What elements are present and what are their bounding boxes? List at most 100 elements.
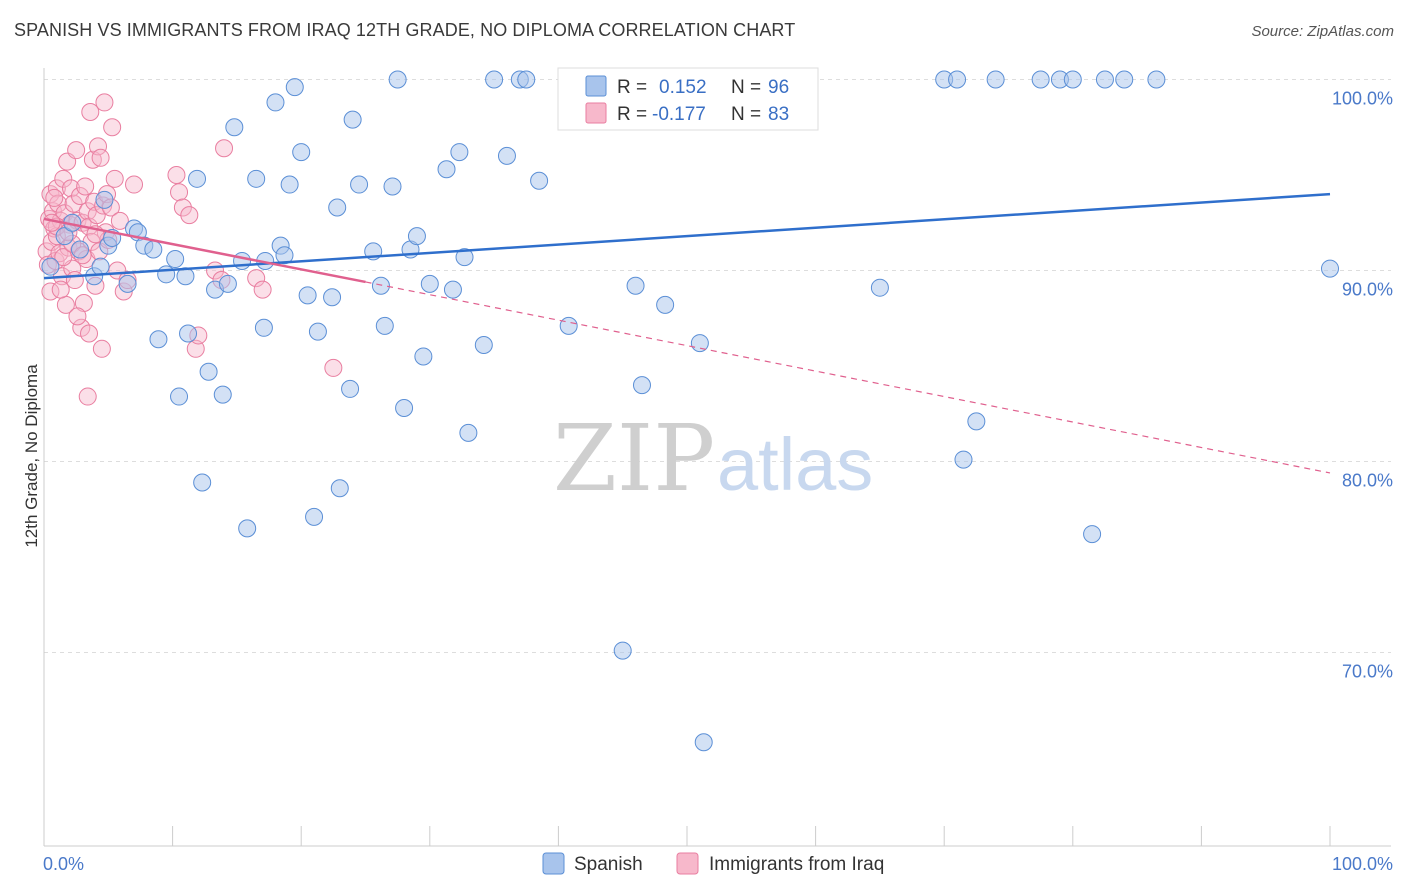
spanish-point (986, 70, 1005, 89)
iraq-point (247, 269, 266, 288)
spanish-point (280, 175, 299, 194)
iraq-point (170, 183, 189, 202)
chart-source: Source: ZipAtlas.com (1251, 23, 1394, 40)
spanish-point (285, 78, 304, 97)
spanish-point (613, 641, 632, 660)
watermark-atlas: atlas (717, 423, 873, 506)
iraq-point (89, 137, 108, 156)
iraq-point (105, 169, 124, 188)
spanish-point (1031, 70, 1050, 89)
spanish-point (1321, 259, 1339, 278)
legend-n-value-iraq: 83 (768, 104, 789, 125)
iraq-point (110, 211, 129, 230)
spanish-trend-line (43, 192, 1331, 280)
legend: R = 0.152 N = 96 R = -0.177 N = 83 (557, 67, 819, 131)
spanish-point (626, 276, 645, 295)
spanish-point (954, 450, 973, 469)
spanish-point (41, 257, 60, 276)
iraq-point (62, 179, 81, 198)
spanish-point (292, 143, 311, 162)
spanish-point (305, 507, 324, 526)
iraq-point (78, 387, 97, 406)
iraq-point (92, 339, 111, 358)
bottom-legend-label-iraq: Immigrants from Iraq (709, 854, 884, 875)
spanish-point (213, 385, 232, 404)
iraq-point (54, 248, 73, 267)
y-tick-label-90: 90.0% (1342, 280, 1393, 300)
iraq-point (215, 139, 234, 158)
spanish-point (199, 362, 218, 381)
spanish-point (343, 110, 362, 129)
iraq-point (186, 339, 205, 358)
spanish-point (395, 399, 414, 418)
iraq-point (81, 102, 100, 121)
iraq-point (67, 141, 86, 160)
spanish-point (388, 70, 407, 89)
spanish-point (407, 227, 426, 246)
spanish-point (298, 286, 317, 305)
legend-r-label-spanish: R = (617, 77, 647, 98)
spanish-point (225, 118, 244, 137)
spanish-point (95, 190, 114, 209)
iraq-point (76, 177, 95, 196)
iraq-point (324, 358, 343, 377)
y-tick-label-70: 70.0% (1342, 662, 1393, 682)
spanish-point (330, 479, 349, 498)
y-tick-labels: 100.0% 90.0% 80.0% 70.0% (1332, 89, 1393, 682)
spanish-point (341, 379, 360, 398)
spanish-point (371, 276, 390, 295)
trend-lines (43, 192, 1331, 474)
iraq-point (54, 169, 73, 188)
x-tick-label-min: 0.0% (43, 854, 84, 874)
y-tick-label-100: 100.0% (1332, 89, 1393, 109)
iraq-point (64, 194, 83, 213)
spanish-point (157, 265, 176, 284)
y-axis-title: 12th Grade, No Diploma (22, 364, 41, 548)
spanish-point (1115, 70, 1134, 89)
iraq-point (167, 166, 186, 184)
legend-r-value-spanish: 0.152 (659, 77, 707, 98)
spanish-point (485, 70, 504, 89)
legend-r-value-iraq: -0.177 (652, 104, 706, 125)
spanish-points (41, 70, 1339, 752)
spanish-point (308, 322, 327, 341)
spanish-point (233, 251, 252, 270)
iraq-trend-line-dashed (365, 281, 1331, 474)
iraq-point (91, 148, 110, 167)
spanish-point (967, 412, 986, 431)
gridlines (44, 79, 1391, 653)
spanish-point (414, 347, 433, 366)
iraq-point (83, 150, 102, 169)
iraq-point (180, 206, 199, 225)
spanish-point (497, 146, 516, 165)
spanish-point (266, 93, 285, 112)
spanish-point (1095, 70, 1114, 89)
spanish-point (375, 316, 394, 335)
spanish-point (188, 169, 207, 188)
spanish-point (170, 387, 189, 406)
bottom-legend: Spanish Immigrants from Iraq (542, 852, 884, 875)
spanish-point (166, 250, 185, 269)
spanish-point (1083, 525, 1102, 544)
spanish-point (55, 227, 74, 246)
spanish-point (118, 274, 137, 293)
spanish-point (328, 198, 347, 217)
spanish-point (238, 519, 257, 538)
spanish-point (948, 70, 967, 89)
spanish-point (1147, 70, 1166, 89)
iraq-point (51, 280, 70, 299)
iraq-point (173, 198, 192, 217)
spanish-point (179, 324, 198, 343)
spanish-point (632, 376, 651, 395)
spanish-point (350, 175, 369, 194)
spanish-point (91, 257, 110, 276)
spanish-point (420, 274, 439, 293)
spanish-point (275, 246, 294, 265)
iraq-point (68, 307, 87, 326)
legend-r-label-iraq: R = (617, 104, 647, 125)
spanish-point (1063, 70, 1082, 89)
y-tick-label-80: 80.0% (1342, 471, 1393, 491)
spanish-point (450, 143, 469, 162)
iraq-point (253, 280, 272, 299)
